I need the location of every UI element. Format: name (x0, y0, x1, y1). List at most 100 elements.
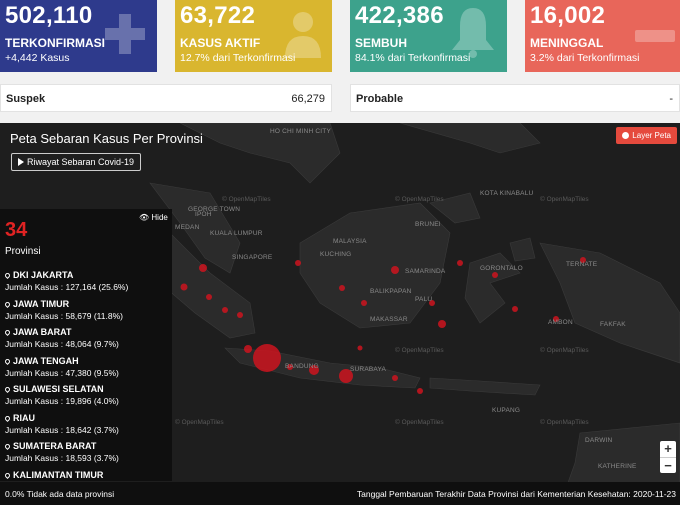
map-watermark: © OpenMapTiles (540, 196, 589, 203)
zoom-control: + − (660, 441, 676, 473)
list-item[interactable]: JAWA BARAT Jumlah Kasus : 48,064 (9.7%) (3, 326, 170, 355)
map-title: Peta Sebaran Kasus Per Provinsi (10, 131, 203, 146)
card-number: 63,722 (180, 2, 256, 29)
pin-icon (3, 471, 12, 479)
history-button[interactable]: Riwayat Sebaran Covid-19 (11, 153, 142, 171)
card-sub: 84.1% dari Terkonfirmasi (355, 52, 471, 64)
pin-icon (3, 271, 12, 280)
place-label: BRUNEI (415, 221, 441, 228)
map-watermark: © OpenMapTiles (395, 347, 444, 354)
place-label: SAMARINDA (405, 268, 446, 275)
province-cases: Jumlah Kasus : 47,380 (9.5%) (5, 367, 119, 378)
suspek-value: 66,279 (291, 93, 325, 105)
hide-label: Hide (151, 213, 168, 222)
place-label: KOTA KINABALU (480, 190, 534, 197)
pin-icon (3, 328, 12, 337)
minus-icon (635, 30, 675, 42)
zoom-in-button[interactable]: + (664, 441, 672, 456)
list-item[interactable]: DKI JAKARTA Jumlah Kasus : 127,164 (25.6%… (3, 269, 170, 298)
place-label: KUALA LUMPUR (210, 230, 263, 237)
place-label: GORONTALO (480, 265, 523, 272)
province-cases: Jumlah Kasus : 19,896 (4.0%) (5, 396, 119, 406)
pin-icon (3, 385, 12, 394)
card-number: 422,386 (355, 2, 444, 29)
probable-label: Probable (356, 93, 404, 105)
province-map[interactable]: HO CHI MINH CITY MEDAN KUALA LUMPUR SING… (0, 123, 680, 505)
suspek-label: Suspek (6, 93, 46, 105)
bell-icon (452, 8, 494, 58)
footer-right: Tanggal Pembaruan Terakhir Data Provinsi… (356, 489, 676, 499)
pin-icon (3, 357, 12, 365)
place-label: KUCHING (320, 251, 352, 258)
province-cases: Jumlah Kasus : 18,642 (3.7%) (5, 424, 119, 435)
layer-button[interactable]: Layer Peta (616, 127, 677, 144)
list-item[interactable]: JAWA TENGAH Jumlah Kasus : 47,380 (9.5%) (3, 355, 170, 384)
province-name: RIAU (13, 412, 35, 423)
province-cases: Jumlah Kasus : 58,679 (11.8%) (5, 310, 123, 321)
probable-box: Probable - (350, 84, 680, 112)
suspek-box: Suspek 66,279 (0, 84, 332, 112)
eye-icon: 👁 (139, 213, 150, 222)
card-label: KASUS AKTIF (180, 36, 261, 50)
hide-button[interactable]: 👁 Hide (139, 213, 168, 222)
list-item[interactable]: RIAU Jumlah Kasus : 18,642 (3.7%) (3, 412, 170, 441)
history-button-label: Riwayat Sebaran Covid-19 (27, 157, 135, 167)
card-meninggal: 16,002 MENINGGAL 3.2% dari Terkonfirmasi (525, 0, 680, 72)
patient-icon (285, 12, 321, 58)
place-label: HO CHI MINH CITY (270, 128, 331, 135)
card-number: 502,110 (5, 2, 93, 29)
card-number: 16,002 (530, 2, 606, 29)
card-sembuh: 422,386 SEMBUH 84.1% dari Terkonfirmasi (350, 0, 507, 72)
list-item[interactable]: SULAWESI SELATAN Jumlah Kasus : 19,896 (4… (3, 383, 170, 412)
pin-icon (3, 442, 12, 451)
card-kasus-aktif: 63,722 KASUS AKTIF 12.7% dari Terkonfirm… (175, 0, 332, 72)
place-label: AMBON (548, 319, 573, 326)
province-cases: Jumlah Kasus : 127,164 (25.6%) (5, 282, 129, 292)
place-label: SINGAPORE (232, 254, 273, 261)
card-sub: +4,442 Kasus (5, 52, 70, 64)
place-label: KATHERINE (598, 463, 637, 470)
map-watermark: © OpenMapTiles (222, 196, 271, 203)
zoom-out-button[interactable]: − (660, 457, 676, 473)
province-name: JAWA TENGAH (13, 355, 79, 366)
province-count-label: Provinsi (5, 246, 41, 257)
pin-icon (3, 300, 12, 308)
plus-icon (105, 14, 145, 54)
place-label: TERNATE (566, 261, 598, 268)
list-item[interactable]: KALIMANTAN TIMUR (3, 469, 170, 482)
province-cases: Jumlah Kasus : 18,593 (3.7%) (5, 453, 119, 463)
province-name: JAWA BARAT (13, 327, 72, 337)
map-watermark: © OpenMapTiles (395, 196, 444, 203)
place-label: KUPANG (492, 407, 521, 414)
province-name: KALIMANTAN TIMUR (13, 469, 104, 480)
province-panel: 👁 Hide 34 Provinsi DKI JAKARTA Jumlah Kas… (0, 209, 172, 481)
stat-cards: 502,110 TERKONFIRMASI +4,442 Kasus 63,72… (0, 0, 680, 72)
card-label: TERKONFIRMASI (5, 36, 105, 50)
list-item[interactable]: SUMATERA BARAT Jumlah Kasus : 18,593 (3.7… (3, 440, 170, 469)
place-label: BANDUNG (285, 363, 319, 370)
footer-left: 0.0% Tidak ada data provinsi (5, 489, 115, 499)
probable-value: - (669, 93, 673, 105)
place-label: MEDAN (175, 224, 200, 231)
place-label: BALIKPAPAN (370, 288, 412, 295)
map-watermark: © OpenMapTiles (540, 347, 589, 354)
layer-icon (622, 132, 630, 139)
card-label: MENINGGAL (530, 36, 604, 50)
place-label: IPOH (195, 211, 212, 218)
card-sub: 3.2% dari Terkonfirmasi (530, 52, 640, 64)
card-label: SEMBUH (355, 36, 408, 50)
place-label: MALAYSIA (333, 238, 367, 245)
place-label: GEORGE TOWN (188, 206, 241, 213)
map-watermark: © OpenMapTiles (540, 419, 589, 426)
map-watermark: © OpenMapTiles (395, 419, 444, 426)
play-icon (18, 158, 24, 166)
card-sub: 12.7% dari Terkonfirmasi (180, 52, 296, 64)
map-watermark: © OpenMapTiles (175, 419, 224, 426)
place-label: PALU (415, 296, 433, 303)
list-item[interactable]: JAWA TIMUR Jumlah Kasus : 58,679 (11.8%) (3, 298, 170, 327)
map-footer: 0.0% Tidak ada data provinsi Tanggal Pem… (0, 482, 680, 505)
place-label: FAKFAK (600, 321, 626, 328)
province-name: DKI JAKARTA (13, 270, 74, 280)
province-name: SULAWESI SELATAN (13, 384, 104, 394)
pin-icon (3, 414, 12, 422)
